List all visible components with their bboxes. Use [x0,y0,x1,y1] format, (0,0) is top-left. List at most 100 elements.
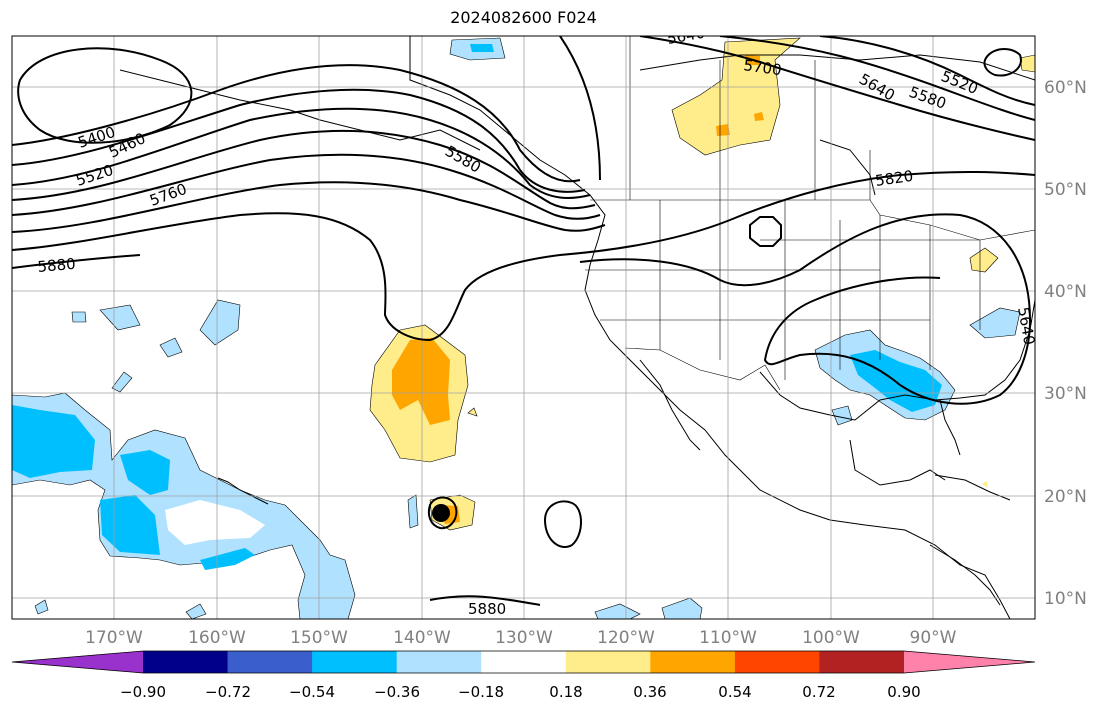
shade-patch-2 [99,304,141,331]
shade-west-pacific-core [12,405,95,478]
contour-5820 [12,170,1035,342]
coastline-yucatan [849,439,946,486]
height-contours [12,36,1035,606]
lon-label: 100°W [802,628,860,648]
lat-label: 20°N [1044,487,1087,507]
contour-canada-1 [639,36,1035,141]
colorbar-segment [227,651,313,673]
shade-east-patch [969,307,1021,339]
shade-tiny-yellow [982,481,988,488]
shade-patch-s3 [185,603,207,619]
coastline-canada-north [639,54,1035,81]
lat-label: 60°N [1044,78,1087,98]
map-frame [11,35,1036,620]
shade-patch-s4 [34,599,49,615]
contour-5700 [12,153,601,220]
coastline-hawaii [217,477,269,505]
shade-great-lakes [969,247,999,273]
lon-label: 140°W [393,628,451,648]
colorbar-tick-label: −0.90 [120,683,166,701]
shade-west-pacific-core-4 [200,548,255,570]
colorbar-segment [734,651,820,673]
shade-patch-s1 [594,603,641,619]
contour-label: 5880 [37,255,77,276]
coastline-central-america [929,544,1001,606]
coastline-hudson [819,139,876,196]
colorbar-segment [565,651,651,673]
contour-5460 [12,64,581,183]
border-canada-provinces [629,36,871,200]
colorbar-tick-label: −0.36 [374,683,420,701]
contour-label: 5880 [468,600,506,618]
shade-patch-s2 [661,597,703,619]
contour-label: 5640 [1014,306,1038,347]
gridlines [12,36,1035,619]
colorbar-tick-labels: −0.90 −0.72 −0.54 −0.36 −0.18 0.18 0.36 … [120,683,921,701]
colorbar-tick-label: 0.72 [802,683,835,701]
shade-hurricane-blue [407,494,419,529]
coastline-gulf [759,299,1035,421]
latitude-labels: 60°N 50°N 40°N 30°N 20°N 10°N [1044,78,1087,609]
contour-5580 [12,107,591,199]
colorbar-segment [143,651,229,673]
coastline-baja [639,359,701,451]
map-title: 2024082600 F024 [450,8,597,27]
contour-5640 [12,129,596,210]
shade-patch-alaska-core [470,44,494,52]
shade-small-yellow [467,407,478,417]
lon-label: 130°W [495,628,553,648]
colorbar-segment [819,651,905,673]
colorbar-segment [312,651,398,673]
contour-canada-4 [559,36,601,181]
contour-5400 [17,47,193,144]
lat-label: 50°N [1044,180,1087,200]
colorbar-tick-label: 0.90 [887,683,920,701]
contour-label: 5700 [742,56,782,79]
colorbar-segment [396,651,482,673]
contour-canada-3 [819,36,1035,106]
shade-gulf-patch [831,405,853,426]
coastline-west-north-america [409,36,1011,619]
longitude-labels: 170°W 160°W 150°W 140°W 130°W 120°W 110°… [85,628,957,648]
lon-label: 150°W [290,628,348,648]
colorbar-tick-label: −0.18 [458,683,504,701]
lon-label: 120°W [597,628,655,648]
colorbar-extend-min [12,651,143,673]
colorbar-tick-label: 0.54 [718,683,751,701]
map-body: 5400 5460 5520 5760 5880 5580 5640 5700 … [12,36,1038,619]
contour-5880-ridge [579,213,1032,405]
shade-patch-1 [199,299,241,346]
contour-high-pacific [543,500,582,548]
contour-5520 [12,88,586,193]
shade-patch-3 [159,337,183,358]
lat-label: 40°N [1044,282,1087,302]
colorbar-outline [11,650,1036,674]
contour-canada-2 [719,36,1035,121]
border-us-canada [590,199,1035,241]
contour-low-ne [983,48,1022,77]
colorbar-tick-label: −0.72 [205,683,251,701]
coastline-florida [939,399,961,456]
contour-5880 [12,254,541,606]
lat-label: 30°N [1044,384,1087,404]
lat-label: 10°N [1044,589,1087,609]
colorbar-tick-label: 0.36 [633,683,666,701]
colorbar-segment [650,651,736,673]
colorbar-tick-label: 0.18 [549,683,582,701]
shade-canada [671,37,801,156]
shade-canada-core-3 [754,112,764,121]
shade-ne-pacific-core [392,338,450,425]
border-us-mexico [624,347,781,391]
lon-label: 110°W [699,628,757,648]
contour-high-us [749,216,782,247]
lon-label: 90°W [910,628,957,648]
colorbar-segment [481,651,567,673]
contour-5760 [12,181,606,233]
hurricane-center [432,504,450,522]
shade-patch-5 [71,311,87,323]
shade-west-pacific-core-3 [100,495,160,555]
colorbar [11,650,1036,674]
contour-hurricane [427,496,458,530]
lon-label: 170°W [85,628,143,648]
